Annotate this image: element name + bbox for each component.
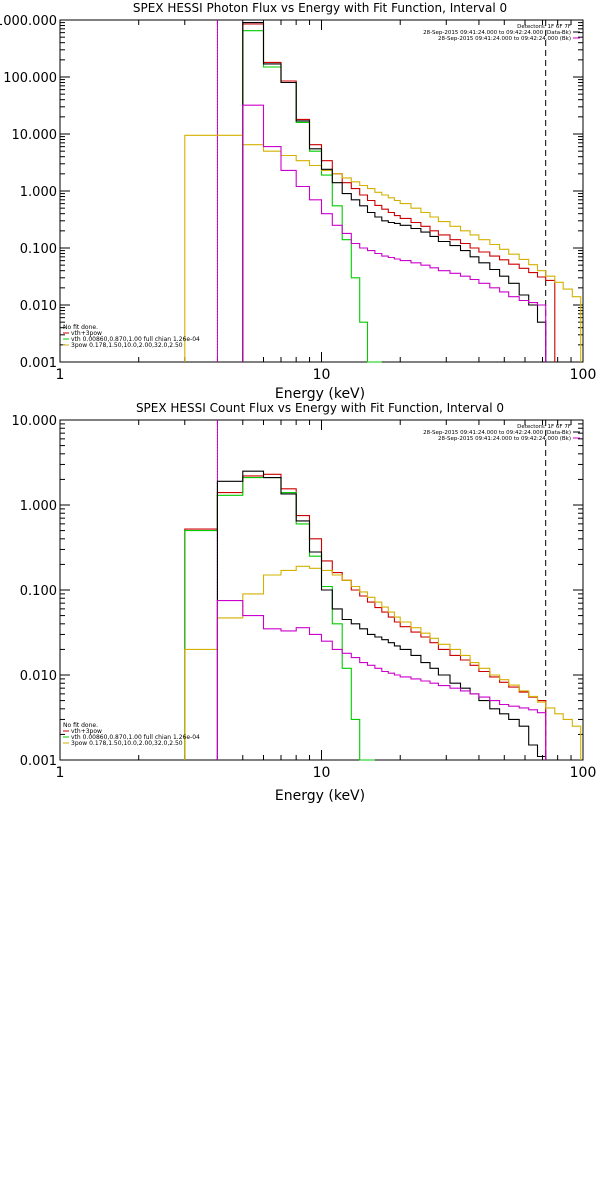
photon-flux-chart: SPEX HESSI Photon Flux vs Energy with Fi… [0, 1, 596, 402]
spectrum-series-3 [242, 22, 547, 362]
x-axis-label: Energy (keV) [275, 386, 365, 402]
chart-title: SPEX HESSI Count Flux vs Energy with Fit… [136, 401, 504, 415]
spectrum-series-1 [242, 30, 382, 363]
y-tick-label: 100.000 [3, 71, 57, 86]
info-line: Detectors: 1F 6F 7F [517, 424, 571, 430]
legend-entry: vth 0.00860,0.870,1.00 full chian 1.26e-… [71, 336, 200, 343]
x-tick-label: 1 [56, 765, 65, 781]
spectrum-series-2 [184, 565, 582, 760]
y-tick-label: 1.000 [20, 185, 57, 200]
spectrum-series-4 [242, 104, 547, 362]
legend-entry: 3pow 0.178,1.50,10.0,2.00,32.0,2.50 [71, 342, 183, 349]
legend-entry: 3pow 0.178,1.50,10.0,2.00,32.0,2.50 [71, 740, 183, 747]
y-tick-label: 0.001 [20, 754, 57, 769]
legend-entry: vth+3pow [71, 330, 102, 337]
x-tick-label: 100 [570, 765, 597, 781]
y-tick-label: 10.000 [12, 128, 58, 143]
info-line: 28-Sep-2015 09:41:24.000 to 09:42:24.000… [438, 36, 571, 42]
y-tick-label: 10.000 [12, 414, 58, 429]
x-tick-label: 10 [313, 765, 331, 781]
info-line: Detectors: 1F 6F 7F [517, 24, 571, 30]
info-line: 28-Sep-2015 09:41:24.000 to 09:42:24.000… [423, 430, 571, 436]
legend-entry: No fit done. [63, 722, 98, 729]
legend-entry: No fit done. [63, 324, 98, 331]
spectrum-series-2 [184, 134, 582, 362]
y-tick-label: 1000.000 [0, 14, 57, 29]
x-axis-label: Energy (keV) [275, 788, 365, 804]
chart-title: SPEX HESSI Photon Flux vs Energy with Fi… [133, 1, 507, 15]
x-tick-label: 100 [570, 367, 597, 383]
x-tick-label: 10 [313, 367, 331, 383]
info-line: 28-Sep-2015 09:41:24.000 to 09:42:24.000… [438, 436, 571, 442]
info-line: 28-Sep-2015 09:41:24.000 to 09:42:24.000… [423, 30, 571, 36]
spectrum-series-1 [184, 477, 375, 761]
count-flux-chart: SPEX HESSI Count Flux vs Energy with Fit… [12, 401, 597, 804]
legend-entry: vth 0.00860,0.870,1.00 full chian 1.26e-… [71, 734, 200, 741]
y-tick-label: 0.100 [20, 584, 57, 599]
y-tick-label: 0.001 [20, 356, 57, 371]
spectrum-series-3 [216, 470, 547, 760]
legend-entry: vth+3pow [71, 728, 102, 735]
x-tick-label: 1 [56, 367, 65, 383]
y-tick-label: 0.010 [20, 299, 57, 314]
spectrum-series-4 [216, 600, 547, 760]
y-tick-label: 1.000 [20, 499, 57, 514]
y-tick-label: 0.100 [20, 242, 57, 257]
y-tick-label: 0.010 [20, 669, 57, 684]
